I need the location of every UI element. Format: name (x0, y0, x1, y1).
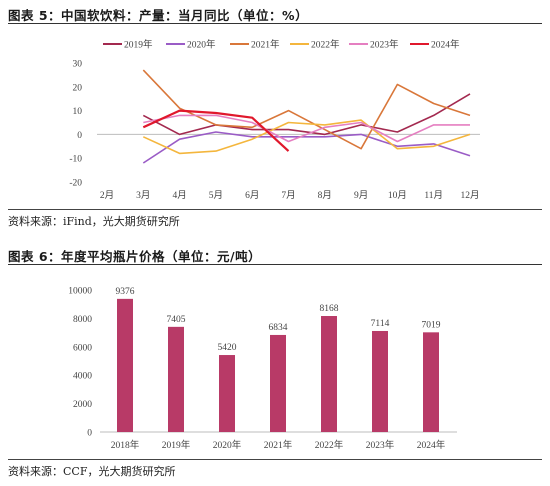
legend-label: 2024年 (431, 39, 460, 51)
bar-2021年 (270, 334, 286, 432)
y-tick-label: 10 (73, 107, 83, 117)
figure5-source: 资料来源：iFind，光大期货研究所 (8, 215, 180, 228)
x-tick-label: 4月 (172, 190, 186, 201)
x-tick-label: 12月 (460, 190, 479, 201)
legend-label: 2020年 (187, 39, 216, 51)
data-label: 7114 (371, 319, 390, 329)
y-tick-label: 2000 (73, 400, 92, 410)
figure6-source: 资料来源：CCF，光大期货研究所 (8, 465, 176, 478)
y-tick-label: -10 (69, 155, 82, 165)
y-tick-label: 4000 (73, 372, 92, 382)
figure6-title: 图表 6：年度平均瓶片价格（单位：元/吨） (8, 249, 262, 264)
y-tick-label: 6000 (73, 343, 92, 353)
series-line-2019年 (142, 93, 471, 136)
legend-label: 2022年 (311, 39, 340, 51)
data-label: 5420 (218, 343, 237, 353)
series-line-2021年 (142, 69, 471, 150)
x-tick-label: 2月 (100, 190, 114, 201)
x-tick-label: 2020年 (213, 439, 242, 451)
x-tick-label: 6月 (245, 190, 259, 201)
data-label: 7019 (422, 320, 441, 330)
series-line-2022年 (142, 119, 471, 155)
bar-2022年 (321, 316, 337, 432)
y-tick-label: 10000 (68, 287, 92, 297)
x-tick-label: 7月 (281, 190, 295, 201)
x-tick-label: 2022年 (315, 439, 344, 451)
x-tick-label: 8月 (318, 190, 332, 201)
data-label: 9376 (116, 287, 135, 297)
figure5-top-rule (8, 23, 542, 24)
data-label: 6834 (269, 323, 288, 333)
x-tick-label: 5月 (209, 190, 223, 201)
x-tick-label: 9月 (354, 190, 368, 201)
data-label: 7405 (167, 315, 186, 325)
x-tick-label: 2018年 (111, 439, 140, 451)
x-tick-label: 2024年 (417, 439, 446, 451)
bar-2019年 (168, 326, 184, 432)
series-line-2024年 (142, 109, 290, 152)
legend-label: 2019年 (124, 39, 153, 51)
bar-chart: 0 2000 4000 6000 8000 10000 9376 2018年 7405 2019年… (68, 287, 457, 451)
y-tick-label: 0 (87, 429, 92, 439)
bar-2023年 (372, 330, 388, 432)
x-tick-label: 10月 (388, 190, 407, 201)
figure6-bottom-rule (8, 459, 542, 460)
y-tick-label: 0 (77, 131, 82, 141)
x-tick-label: 2019年 (162, 439, 191, 451)
line-chart: 2019年 2020年 2021年 2022年 2023年 2024年 -20 -10 0 10 2… (69, 39, 480, 201)
data-label: 8168 (320, 304, 339, 314)
y-tick-label: 8000 (73, 315, 92, 325)
y-tick-label: 30 (73, 60, 83, 70)
series-line-2020年 (142, 131, 471, 164)
x-tick-label: 11月 (424, 190, 443, 201)
figure5-bottom-rule (8, 209, 542, 210)
bar-2020年 (219, 355, 235, 432)
x-tick-label: 2021年 (264, 439, 293, 451)
series-line-2023年 (143, 114, 470, 143)
x-tick-label: 2023年 (366, 439, 395, 451)
y-tick-label: -20 (69, 179, 82, 189)
legend-label: 2023年 (370, 39, 399, 51)
bar-2018年 (117, 298, 133, 432)
y-tick-label: 20 (73, 83, 83, 93)
x-tick-label: 3月 (136, 190, 150, 201)
legend-label: 2021年 (251, 39, 280, 51)
figure5-title: 图表 5：中国软饮料：产量：当月同比（单位：%） (8, 8, 309, 23)
bar-2024年 (423, 332, 439, 432)
figure6-top-rule (8, 264, 542, 265)
